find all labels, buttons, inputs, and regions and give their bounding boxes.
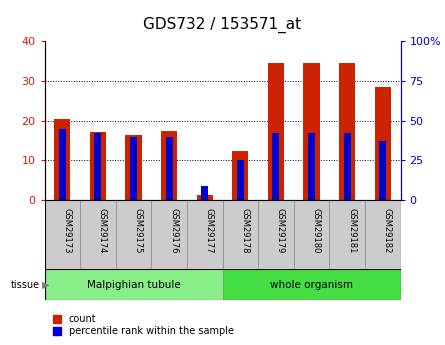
- Text: GSM29179: GSM29179: [276, 208, 285, 254]
- Bar: [344, 132, 351, 200]
- Bar: [303, 63, 320, 200]
- Bar: [94, 134, 101, 200]
- Text: ▶: ▶: [42, 280, 50, 289]
- Bar: [375, 87, 391, 200]
- Text: GSM29174: GSM29174: [98, 208, 107, 254]
- Legend: count, percentile rank within the sample: count, percentile rank within the sample: [49, 310, 238, 340]
- Bar: [44, 269, 222, 300]
- Bar: [379, 141, 386, 200]
- Bar: [294, 200, 329, 269]
- Text: GSM29177: GSM29177: [205, 208, 214, 254]
- Bar: [222, 200, 258, 269]
- Bar: [222, 269, 400, 300]
- Bar: [329, 200, 365, 269]
- Bar: [308, 132, 315, 200]
- Bar: [161, 131, 177, 200]
- Bar: [125, 135, 142, 200]
- Text: GSM29175: GSM29175: [134, 208, 142, 254]
- Text: tissue: tissue: [11, 280, 40, 289]
- Bar: [258, 200, 294, 269]
- Bar: [59, 129, 66, 200]
- Bar: [339, 63, 355, 200]
- Text: GDS732 / 153571_at: GDS732 / 153571_at: [143, 17, 302, 33]
- Bar: [232, 150, 248, 200]
- Bar: [166, 137, 173, 200]
- Text: GSM29173: GSM29173: [62, 208, 71, 254]
- Text: whole organism: whole organism: [270, 280, 353, 289]
- Bar: [187, 200, 222, 269]
- Bar: [130, 137, 137, 200]
- Bar: [268, 63, 284, 200]
- Bar: [54, 119, 70, 200]
- Bar: [90, 132, 106, 200]
- Bar: [151, 200, 187, 269]
- Text: Malpighian tubule: Malpighian tubule: [87, 280, 180, 289]
- Bar: [237, 160, 244, 200]
- Bar: [116, 200, 151, 269]
- Text: GSM29181: GSM29181: [347, 208, 356, 254]
- Text: GSM29178: GSM29178: [240, 208, 249, 254]
- Text: GSM29176: GSM29176: [169, 208, 178, 254]
- Bar: [272, 132, 279, 200]
- Bar: [80, 200, 116, 269]
- Text: GSM29182: GSM29182: [383, 208, 392, 254]
- Bar: [365, 200, 400, 269]
- Text: GSM29180: GSM29180: [312, 208, 320, 254]
- Bar: [201, 186, 208, 200]
- Bar: [197, 195, 213, 200]
- Bar: [44, 200, 80, 269]
